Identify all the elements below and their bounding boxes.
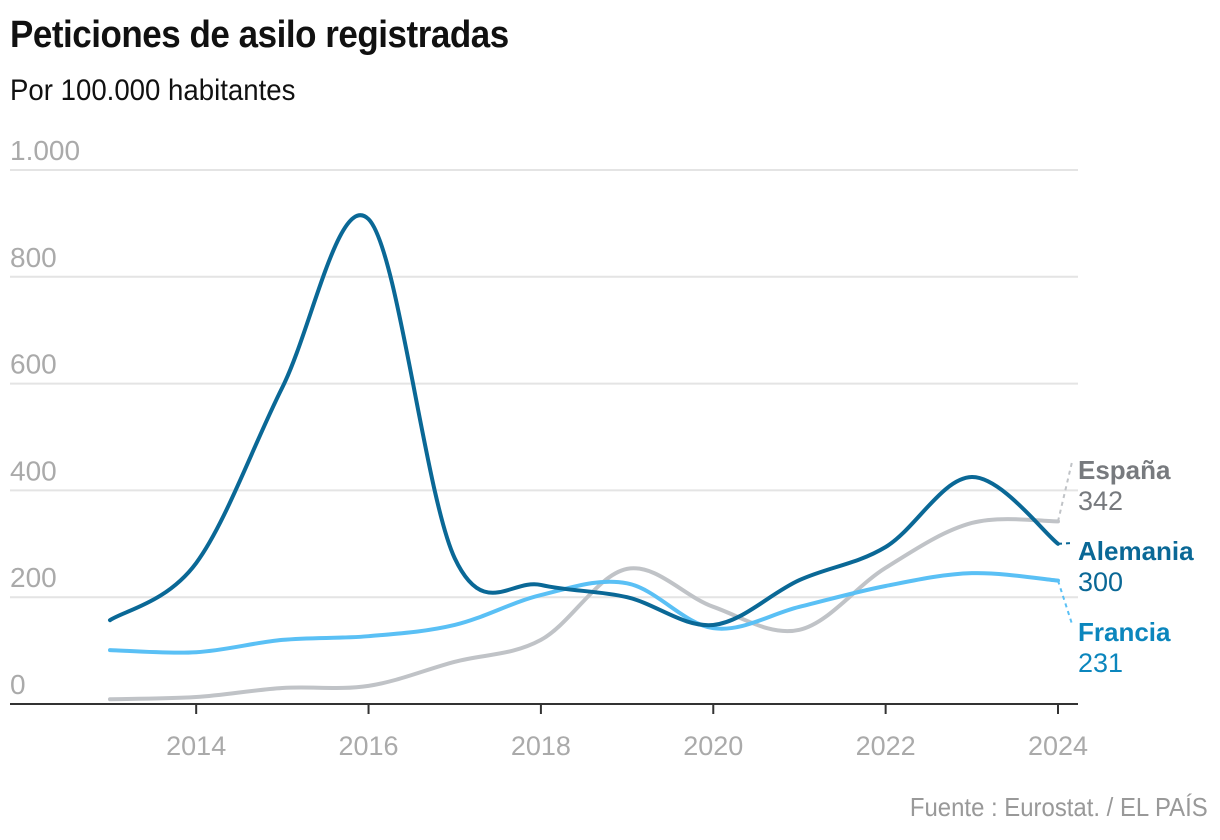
series-line-francia — [108, 571, 1060, 655]
chart-subtitle: Por 100.000 habitantes — [10, 74, 296, 107]
end-value-label: 300 — [1078, 567, 1123, 597]
legend-label: España — [1078, 455, 1171, 485]
legend-label: Francia — [1078, 617, 1171, 647]
y-tick-label: 800 — [10, 242, 57, 273]
chart-title: Peticiones de asilo registradas — [10, 14, 509, 56]
y-tick-label: 400 — [10, 455, 57, 486]
y-tick-label: 0 — [10, 669, 26, 700]
leader-line — [1057, 580, 1073, 625]
legend-label: Alemania — [1078, 536, 1194, 566]
x-tick-label: 2022 — [856, 731, 916, 761]
source-note: Fuente : Eurostat. / EL PAÍS — [910, 792, 1208, 822]
y-tick-label: 600 — [10, 349, 57, 380]
leader-line — [1057, 542, 1073, 545]
series-line-espana — [108, 517, 1060, 702]
leader-line — [1057, 461, 1073, 522]
line-chart: 0 200 400 600 800 1.000 2014 2016 2018 2020 2022 20… — [10, 135, 1194, 761]
x-tick-label: 2016 — [339, 731, 399, 761]
end-value-label: 231 — [1078, 648, 1123, 678]
x-tick-label: 2020 — [683, 731, 743, 761]
y-tick-label: 1.000 — [10, 135, 80, 166]
end-value-label: 342 — [1078, 486, 1123, 516]
x-tick-label: 2014 — [166, 731, 226, 761]
y-tick-label: 200 — [10, 562, 57, 593]
series-line-alemania — [108, 213, 1060, 628]
x-tick-label: 2024 — [1028, 731, 1088, 761]
x-tick-label: 2018 — [511, 731, 571, 761]
